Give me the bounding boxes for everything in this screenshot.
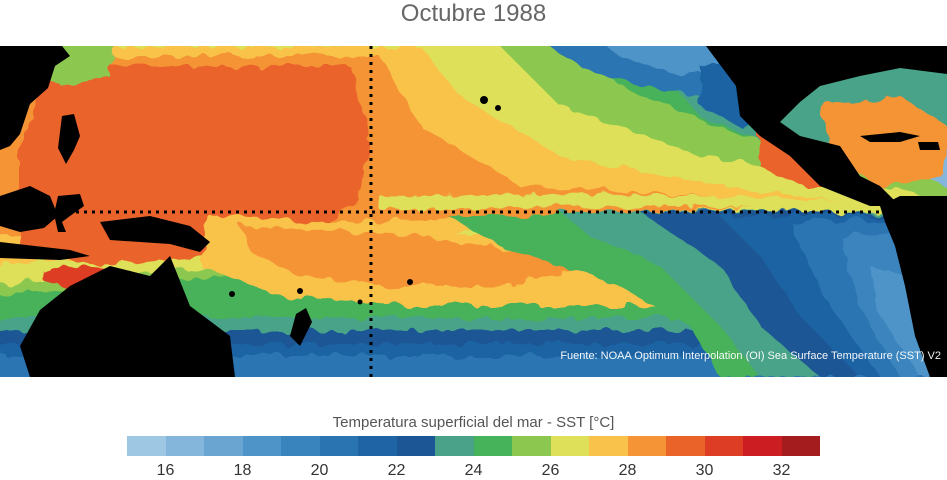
colorbar-swatch [319,436,358,456]
colorbar-ticks: 16 18 20 22 24 26 28 30 32 [0,462,947,480]
colorbar-swatch [589,436,628,456]
land-north-america [706,46,947,206]
sst-region [20,66,370,266]
colorbar-swatch [512,436,551,456]
colorbar-swatch [396,436,435,456]
land-australia [20,256,235,377]
colorbar [127,436,820,456]
colorbar-tick-label: 18 [233,462,252,479]
land-island [495,105,501,111]
colorbar-swatch [281,436,320,456]
sst-map [0,46,947,377]
land-island [229,291,235,297]
land-java [0,242,90,260]
land-island [357,299,363,305]
colorbar-swatch [627,436,666,456]
colorbar-swatch [781,436,820,456]
colorbar-tick-label: 30 [695,462,714,479]
colorbar-tick-label: 26 [541,462,560,479]
land-new-guinea [100,216,210,252]
map-title: Octubre 1988 [400,0,547,27]
land-borneo [0,186,58,232]
land-island [297,288,303,294]
colorbar-swatch [165,436,204,456]
land-philippines [58,114,80,164]
sst-region [380,194,880,210]
sst-region [240,226,580,286]
colorbar-swatch [435,436,474,456]
colorbar-tick-label: 32 [772,462,791,479]
colorbar-swatch [242,436,281,456]
colorbar-tick-label: 20 [310,462,329,479]
land-hispaniola [918,142,940,150]
land-south-america [880,196,947,377]
colorbar-swatch [743,436,782,456]
source-credit: Fuente: NOAA Optimum Interpolation (OI) … [560,350,941,362]
colorbar-swatch [704,436,743,456]
land-masses [0,46,947,377]
colorbar-swatch [666,436,705,456]
colorbar-swatch [358,436,397,456]
colorbar-tick-label: 16 [156,462,175,479]
colorbar-swatch [204,436,243,456]
land-island [407,279,413,285]
land-asia [0,46,70,150]
colorbar-swatch [473,436,512,456]
land-cuba [860,132,920,142]
sst-field [0,46,947,377]
legend-title: Temperatura superficial del mar - SST [°… [332,414,615,431]
sst-region [606,46,730,76]
colorbar-swatch [127,436,166,456]
colorbar-tick-label: 24 [464,462,483,479]
land-island [480,96,488,104]
colorbar-swatch [550,436,589,456]
land-new-zealand [290,308,312,346]
colorbar-tick-label: 22 [387,462,406,479]
reference-lines [4,46,880,377]
sst-map-svg [0,46,947,377]
colorbar-tick-label: 28 [618,462,637,479]
